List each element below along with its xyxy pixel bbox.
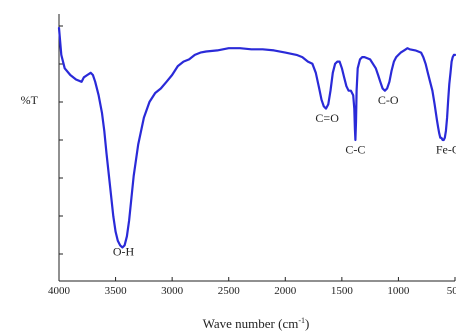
annotation-c-c: C-C — [345, 142, 365, 156]
x-tick-label: 3000 — [161, 285, 184, 297]
annotation-o-h: O-H — [113, 244, 135, 258]
peak-annotations: O-H C=O C-C C-O Fe-O — [113, 93, 456, 258]
x-tick-label: 3500 — [105, 285, 128, 297]
annotation-c-o: C-O — [378, 93, 399, 107]
x-tick-label: 2000 — [274, 285, 297, 297]
series-line-0 — [57, 26, 456, 249]
x-tick-label: 1000 — [387, 285, 410, 297]
x-axis-label-suffix: ) — [305, 316, 309, 331]
x-axis-label-text: Wave number (cm — [203, 316, 299, 331]
x-tick-label: 2500 — [218, 285, 241, 297]
y-axis-label: %T — [21, 93, 39, 107]
x-tick-label: 500 — [447, 285, 456, 297]
x-tick-label: 1500 — [331, 285, 354, 297]
x-ticks: 4000 3500 3000 2500 2000 1500 1000 500 — [48, 277, 456, 297]
x-tick-label: 4000 — [48, 285, 71, 297]
series-group — [57, 26, 456, 249]
annotation-fe-o: Fe-O — [436, 142, 456, 156]
annotation-c-o: C=O — [315, 111, 339, 125]
axes — [58, 14, 455, 282]
x-axis-label-sup: -1 — [298, 316, 305, 325]
x-axis-label: Wave number (cm-1) — [203, 316, 310, 331]
